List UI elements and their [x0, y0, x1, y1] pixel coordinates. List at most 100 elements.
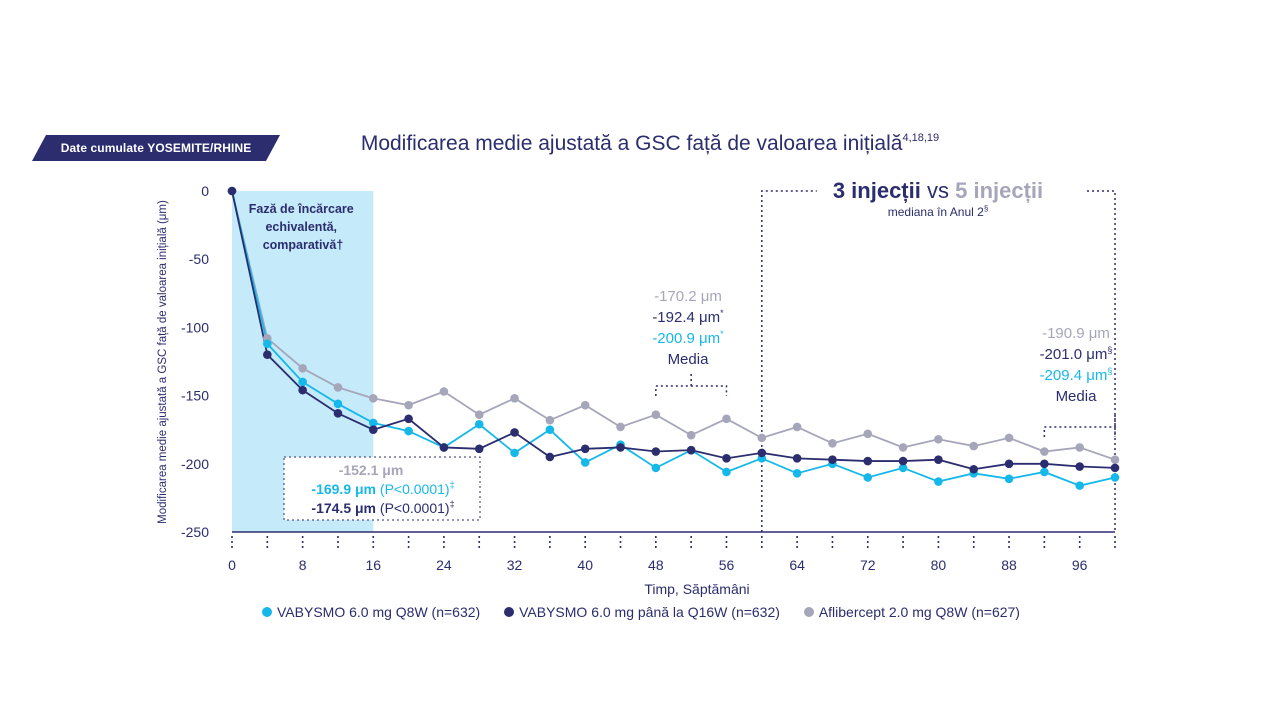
week16-q8w-sup: ‡ [450, 480, 455, 490]
series-0-point [474, 419, 484, 429]
injections-vs: vs [921, 178, 955, 203]
loading-phase-label: Fază de încărcare echivalentă, comparati… [249, 202, 357, 252]
mean48-q16w-sup: * [720, 308, 724, 318]
series-2-point [474, 410, 484, 419]
mean96-label: Media [1056, 388, 1098, 405]
injections-headline: 3 injecții vs 5 injecții [833, 178, 1043, 203]
series-line-2 [231, 190, 1116, 461]
series-1-point [792, 454, 802, 463]
mean96-aflibercept: -190.9 μm [1042, 325, 1110, 342]
series-1-point [474, 444, 484, 454]
mean-48-56-annotation: -170.2 μm -192.4 μm* -200.9 μm* Media [652, 288, 724, 368]
series-1-point [580, 444, 590, 454]
series-1-point [1004, 459, 1014, 469]
week16-aflibercept: -152.1 μm [339, 462, 404, 478]
legend-item-q8w: VABYSMO 6.0 mg Q8W (n=632) [262, 604, 480, 620]
y-tick-label: -150 [181, 388, 209, 404]
series-0-point [510, 448, 519, 458]
year2-bracket-right [1087, 190, 1116, 532]
series-0-point [333, 399, 343, 409]
series-2-point [1040, 447, 1049, 456]
series-2-point [792, 422, 802, 432]
series-2-point [510, 394, 519, 403]
mean96-bracket [1043, 426, 1116, 437]
week16-vabysmo-q8w: -169.9 μm (P<0.0001)‡ [311, 480, 454, 497]
week16-q16w-sup: ‡ [450, 499, 455, 509]
y-tick-label: -250 [181, 524, 209, 540]
legend-swatch-q8w [262, 607, 272, 617]
series-2-point [616, 422, 625, 432]
series-2-point [368, 394, 378, 403]
week16-annotation-box [283, 456, 481, 521]
mean-92-100-annotation: -190.9 μm -201.0 μm§ -209.4 μm§ Media [1040, 325, 1113, 405]
year2-bracket-left [761, 190, 817, 532]
week16-q16w-p: (P<0.0001) [376, 500, 450, 516]
series-2-point [298, 364, 307, 373]
week16-vabysmo-q16w: -174.5 μm (P<0.0001)‡ [311, 499, 454, 516]
chart-title: Modificarea medie ajustată a GSC față de… [0, 132, 1280, 156]
series-2-point [333, 383, 343, 392]
mean96-q8w-value: -209.4 μm [1040, 367, 1108, 384]
series-0-point [368, 418, 378, 428]
series-2-point [722, 414, 731, 424]
chart-title-text: Modificarea medie ajustată a GSC față de… [360, 132, 903, 155]
chart-title-refs: 4,18,19 [902, 132, 940, 144]
legend-item-q16w: VABYSMO 6.0 mg până la Q16W (n=632) [504, 604, 780, 620]
series-1-point [333, 409, 343, 418]
series-2-point [686, 430, 696, 440]
series-0-point [298, 377, 307, 387]
annotation-brackets [655, 190, 1116, 532]
series-2-point [898, 443, 908, 452]
badge-shape [32, 135, 280, 161]
series-1-point [298, 385, 307, 395]
series-0-point [651, 463, 661, 473]
series-1-point [545, 452, 555, 462]
x-tick-label: 48 [648, 557, 664, 573]
mean48-q16w-value: -192.4 μm [652, 309, 720, 326]
series-1-point [934, 455, 943, 465]
mean48-q16w: -192.4 μm* [652, 308, 724, 326]
injections-sub: mediana în Anul 2§ [888, 204, 989, 219]
y-tick-label: -100 [181, 319, 209, 335]
series-points [227, 186, 1120, 490]
mean48-q8w: -200.9 μm* [652, 329, 724, 347]
series-1-point [828, 455, 837, 465]
series-1-point [368, 425, 378, 435]
x-tick-label: 64 [789, 557, 805, 573]
series-1-point [1110, 463, 1120, 473]
series-2-point [863, 429, 873, 439]
series-2-point [439, 387, 449, 396]
series-0-point [1075, 481, 1084, 490]
series-2-point [969, 441, 979, 451]
series-1-point [1040, 459, 1049, 469]
mean48-bracket [655, 385, 728, 396]
series-1-point [510, 428, 519, 437]
series-0-point [722, 467, 731, 477]
x-tick-label: 16 [365, 557, 381, 573]
week16-q16w-value: -174.5 μm [311, 500, 376, 516]
series-1-point [898, 456, 908, 466]
series-0-point [263, 339, 272, 349]
injections-sub-text: mediana în Anul 2 [888, 205, 984, 219]
series-1-point [651, 447, 661, 456]
y-tick-label: -200 [181, 456, 209, 472]
series-0-point [1110, 473, 1120, 482]
x-tick-label: 40 [577, 557, 593, 573]
loading-phase-line-2: echivalentă, [265, 220, 337, 234]
series-2-point [580, 400, 590, 410]
injections-aflibercept: 5 injecții [955, 178, 1043, 203]
injections-vabysmo: 3 injecții [833, 178, 921, 203]
series-1-point [969, 464, 979, 474]
series-0-point [863, 473, 873, 482]
series-1-point [227, 186, 237, 196]
legend-item-aflibercept: Aflibercept 2.0 mg Q8W (n=627) [803, 604, 1020, 620]
mean48-aflibercept: -170.2 μm [654, 288, 722, 305]
series-0-point [404, 426, 413, 436]
series-2-point [1075, 443, 1084, 452]
x-tick-label: 96 [1072, 557, 1088, 573]
series-0-point [545, 425, 555, 435]
series-line-1 [231, 190, 1116, 471]
series-2-point [651, 410, 661, 419]
y-axis-label: Modificarea medie ajustată a GSC față de… [157, 200, 169, 524]
